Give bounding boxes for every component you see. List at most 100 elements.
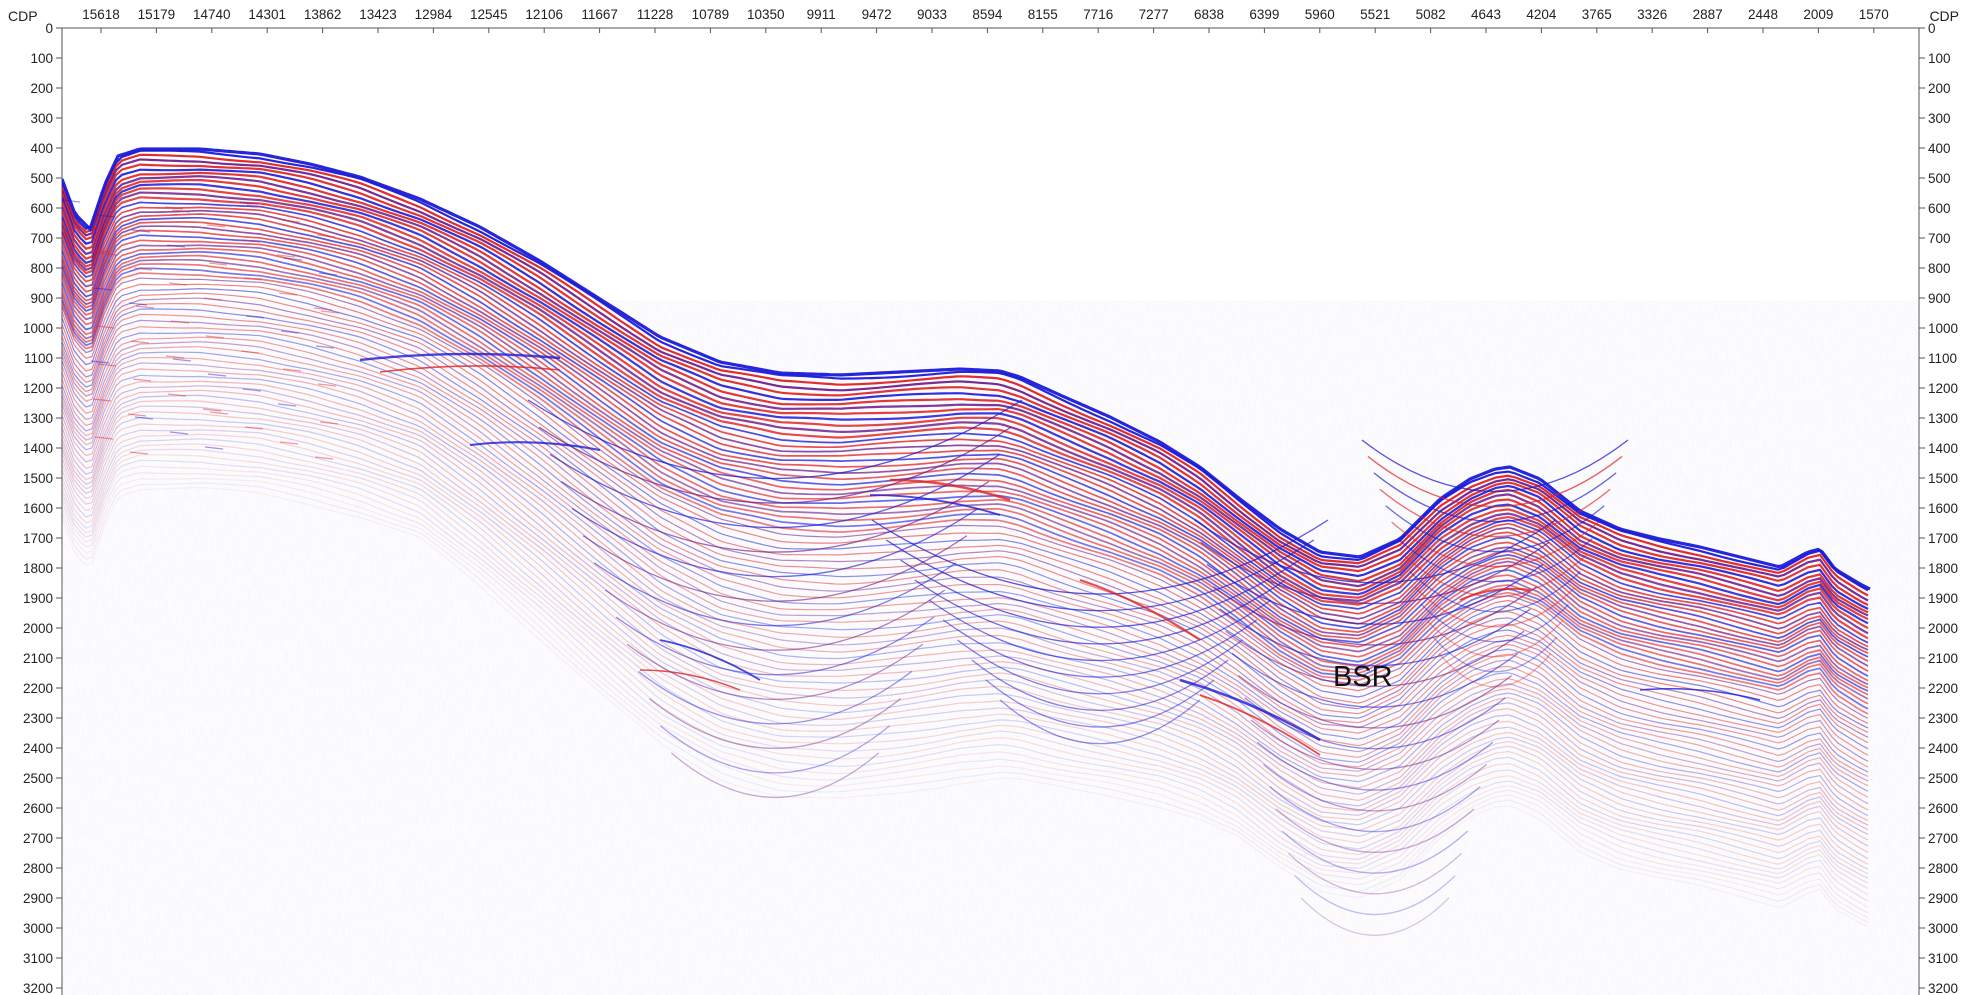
time-tick-label-right: 400 (1928, 141, 1951, 156)
cdp-tick-label: 4204 (1526, 7, 1557, 22)
reflector-horizon (62, 394, 1869, 835)
reflector-horizon (62, 454, 1869, 896)
cdp-tick-label: 14740 (193, 7, 231, 22)
fold-reflector (1379, 488, 1611, 538)
bsr-annotation: BSR (1333, 661, 1393, 693)
strong-reflector (1459, 587, 1531, 601)
time-tick-label-left: 1100 (24, 351, 53, 366)
fold-reflector (571, 508, 979, 578)
scatter-event (93, 287, 113, 291)
fold-reflector (659, 725, 891, 774)
cdp-tick-label: 3326 (1637, 7, 1667, 22)
cdp-tick-label: 15179 (138, 7, 176, 22)
fold-reflector (1373, 472, 1617, 523)
scatter-event (240, 350, 260, 354)
reflector-horizon (62, 326, 1869, 768)
strong-reflector (1639, 687, 1761, 701)
reflector-horizon (62, 168, 1869, 610)
fold-reflector (1219, 608, 1531, 667)
fold-reflector (1263, 763, 1487, 812)
time-tick-label-right: 500 (1928, 171, 1951, 186)
time-tick-label-left: 0 (45, 21, 53, 36)
reflector-horizon (62, 239, 1869, 682)
fold-reflector (1367, 455, 1623, 508)
fold-reflector (1275, 808, 1475, 853)
fold-reflector (999, 699, 1201, 745)
time-tick-label-right: 2500 (1928, 771, 1958, 786)
time-tick-label-right: 1000 (1928, 321, 1958, 336)
fold-reflector (914, 579, 1286, 645)
fold-reflector (1231, 652, 1519, 708)
scatter-event (170, 320, 190, 324)
time-tick-label-right: 1900 (1928, 591, 1958, 606)
fold-reflector (1244, 697, 1506, 750)
scatter-event (131, 229, 151, 233)
cdp-tick-label: 8594 (972, 7, 1003, 22)
time-tick-label-left: 2200 (23, 681, 53, 696)
scatter-event (241, 239, 261, 243)
scatter-event (242, 388, 262, 392)
reflector-horizon (62, 368, 1869, 811)
fold-reflector (1438, 653, 1552, 688)
reflector-horizon (62, 471, 1869, 914)
time-tick-label-right: 2900 (1928, 891, 1958, 906)
cdp-tick-label: 1570 (1859, 7, 1889, 22)
reflector-horizon (62, 272, 1869, 715)
fold-reflector (1225, 630, 1525, 687)
scatter-event (316, 234, 336, 238)
scatter-event (127, 413, 147, 417)
scatter-event (208, 262, 228, 266)
time-tick-label-left: 2600 (23, 801, 53, 816)
time-tick-label-left: 2100 (23, 651, 53, 666)
fold-reflector (1288, 852, 1462, 895)
time-tick-label-right: 2400 (1928, 741, 1958, 756)
fold-reflector (900, 559, 1300, 628)
cdp-tick-label: 9472 (862, 7, 892, 22)
reflector-horizon (62, 263, 1869, 705)
reflector-horizon (62, 175, 1869, 617)
reflector-horizon (62, 380, 1869, 822)
time-tick-label-left: 200 (30, 81, 53, 96)
time-tick-label-right: 2300 (1928, 711, 1958, 726)
scatter-event (92, 398, 112, 402)
reflector-horizon (62, 221, 1869, 662)
reflector-horizon (62, 171, 1869, 614)
cdp-tick-label: 11228 (637, 7, 674, 22)
fold-reflector (1256, 741, 1494, 791)
time-tick-label-left: 500 (30, 171, 53, 186)
time-tick-label-right: 1400 (1928, 441, 1958, 456)
fold-reflector (626, 643, 924, 700)
fold-reflector (1391, 521, 1599, 568)
reflector-horizon (62, 244, 1869, 686)
scatter-event (172, 358, 192, 362)
strong-reflector (659, 639, 761, 681)
scatter-event (167, 393, 187, 397)
reflector-horizon (62, 297, 1869, 738)
time-tick-label-left: 300 (30, 111, 53, 126)
reflector-horizon (62, 385, 1869, 826)
fold-reflector (670, 752, 880, 799)
time-tick-label-left: 100 (30, 51, 53, 66)
scatter-event (133, 267, 153, 271)
scatter-event (313, 307, 333, 311)
time-tick-label-left: 2400 (23, 741, 53, 756)
scatter-event (94, 436, 114, 440)
cdp-tick-label: 9911 (807, 7, 836, 22)
scatter-event (171, 209, 191, 213)
time-tick-label-right: 200 (1928, 81, 1951, 96)
reflector-horizon (62, 196, 1869, 640)
strong-reflector (889, 478, 1011, 502)
cdp-tick-label: 10789 (692, 7, 730, 22)
reflector-horizon (62, 336, 1869, 778)
time-tick-label-right: 3200 (1928, 981, 1958, 995)
time-tick-label-right: 2100 (1928, 651, 1958, 666)
fold-reflector (1212, 586, 1538, 646)
time-tick-label-left: 2000 (23, 621, 53, 636)
scatter-event (205, 335, 225, 339)
time-tick-label-right: 1800 (1928, 561, 1958, 576)
scatter-event (243, 277, 263, 281)
fold-reflector (1237, 675, 1513, 729)
time-tick-label-right: 3100 (1928, 951, 1958, 966)
fold-reflector (637, 670, 913, 725)
